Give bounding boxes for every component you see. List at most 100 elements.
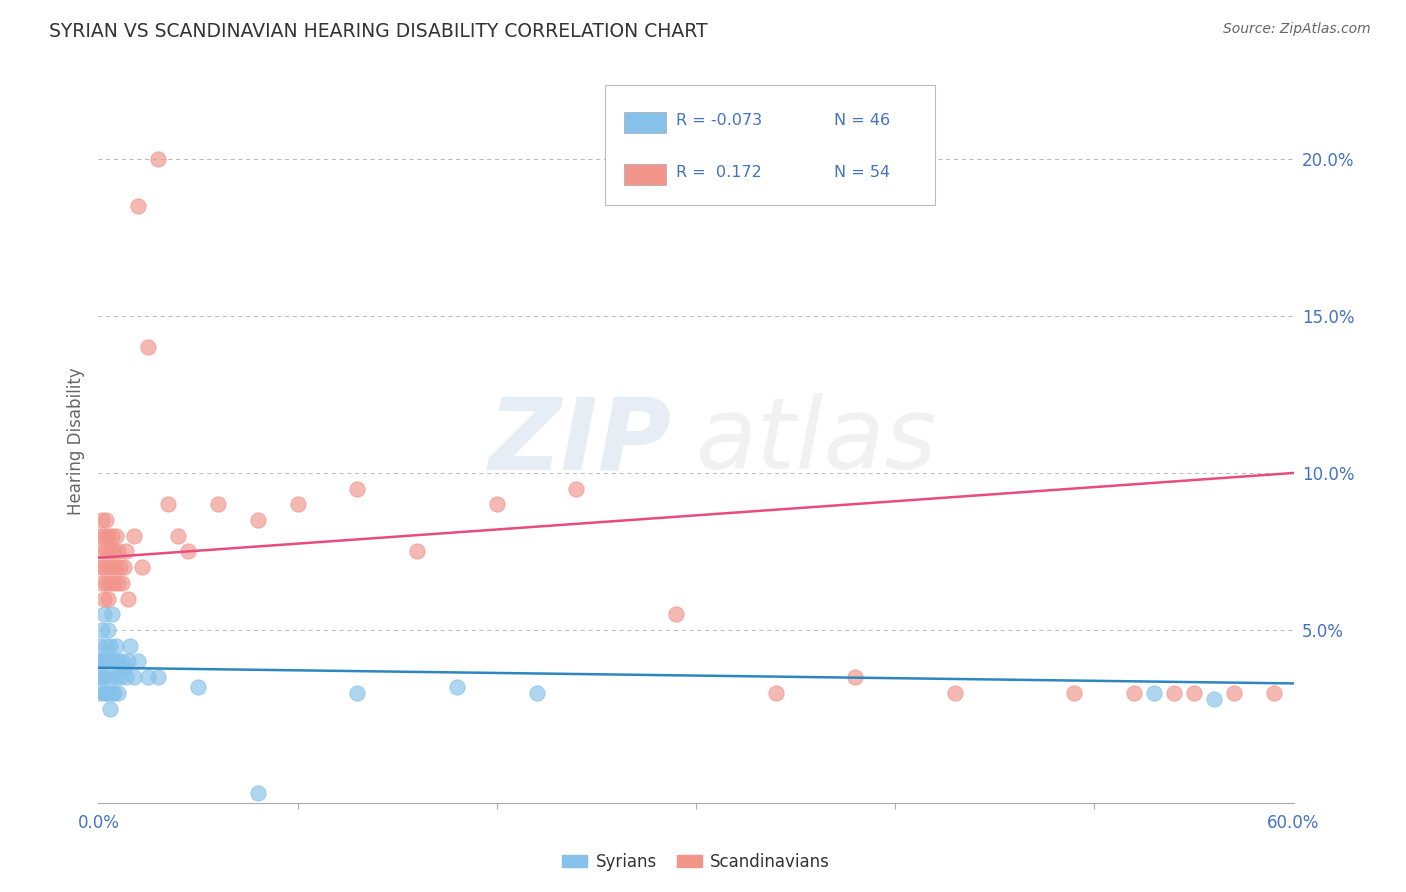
Point — [96, 655, 118, 669]
Point — [1143, 686, 1166, 700]
Point — [107, 686, 129, 700]
Point — [246, 786, 269, 800]
Point — [1163, 686, 1185, 700]
Point — [89, 686, 111, 700]
Point — [105, 639, 128, 653]
Point — [96, 686, 118, 700]
Point — [187, 680, 209, 694]
Point — [167, 529, 190, 543]
Point — [117, 591, 139, 606]
Point — [97, 591, 120, 606]
Point — [98, 639, 122, 653]
Point — [93, 686, 115, 700]
Point — [101, 686, 124, 700]
Point — [91, 544, 114, 558]
Point — [91, 623, 114, 637]
Point — [115, 670, 138, 684]
Point — [1263, 686, 1285, 700]
Point — [96, 639, 118, 653]
Point — [665, 607, 688, 622]
Point — [207, 497, 229, 511]
Point — [943, 686, 966, 700]
Y-axis label: Hearing Disability: Hearing Disability — [66, 368, 84, 516]
Point — [246, 513, 269, 527]
Text: R = -0.073: R = -0.073 — [676, 113, 762, 128]
Point — [91, 655, 114, 669]
Point — [105, 529, 128, 543]
Point — [89, 639, 111, 653]
Point — [103, 686, 125, 700]
Point — [287, 497, 309, 511]
Text: Source: ZipAtlas.com: Source: ZipAtlas.com — [1223, 22, 1371, 37]
Point — [127, 655, 149, 669]
Point — [1202, 692, 1225, 706]
Point — [98, 670, 122, 684]
Point — [93, 607, 115, 622]
Point — [103, 575, 125, 590]
Point — [93, 560, 115, 574]
Point — [97, 686, 120, 700]
Point — [112, 661, 135, 675]
Point — [177, 544, 200, 558]
Point — [136, 670, 159, 684]
Point — [565, 482, 588, 496]
Point — [96, 575, 118, 590]
Point — [98, 575, 122, 590]
Point — [107, 544, 129, 558]
Point — [124, 670, 146, 684]
Point — [107, 655, 129, 669]
Point — [117, 655, 139, 669]
Point — [1182, 686, 1205, 700]
Point — [406, 544, 429, 558]
Point — [101, 607, 124, 622]
Point — [97, 655, 120, 669]
Point — [110, 670, 132, 684]
Point — [89, 529, 111, 543]
Point — [91, 513, 114, 527]
Point — [526, 686, 548, 700]
Point — [98, 544, 122, 558]
Point — [103, 544, 125, 558]
Point — [111, 655, 134, 669]
Point — [101, 529, 124, 543]
Point — [844, 670, 866, 684]
Point — [101, 560, 124, 574]
Point — [97, 560, 120, 574]
Text: atlas: atlas — [696, 393, 938, 490]
Point — [124, 529, 146, 543]
Text: N = 54: N = 54 — [834, 165, 890, 180]
Point — [89, 655, 111, 669]
Point — [93, 655, 115, 669]
Text: R =  0.172: R = 0.172 — [676, 165, 762, 180]
Point — [136, 340, 159, 354]
Text: N = 46: N = 46 — [834, 113, 890, 128]
Point — [1223, 686, 1246, 700]
Point — [107, 575, 129, 590]
Point — [105, 560, 128, 574]
Point — [157, 497, 180, 511]
Point — [1123, 686, 1146, 700]
Point — [346, 482, 368, 496]
Point — [765, 686, 787, 700]
Point — [346, 686, 368, 700]
Point — [111, 575, 134, 590]
Point — [103, 655, 125, 669]
Point — [105, 670, 128, 684]
Point — [446, 680, 468, 694]
Point — [93, 591, 115, 606]
Point — [115, 544, 138, 558]
Point — [110, 560, 132, 574]
Point — [93, 670, 115, 684]
Text: ZIP: ZIP — [489, 393, 672, 490]
Point — [148, 152, 170, 166]
Point — [91, 670, 114, 684]
Point — [89, 560, 111, 574]
Point — [93, 529, 115, 543]
Point — [87, 670, 110, 684]
Point — [96, 544, 118, 558]
Point — [120, 639, 142, 653]
Point — [101, 655, 124, 669]
Point — [98, 701, 122, 715]
Point — [1063, 686, 1085, 700]
Point — [131, 560, 153, 574]
